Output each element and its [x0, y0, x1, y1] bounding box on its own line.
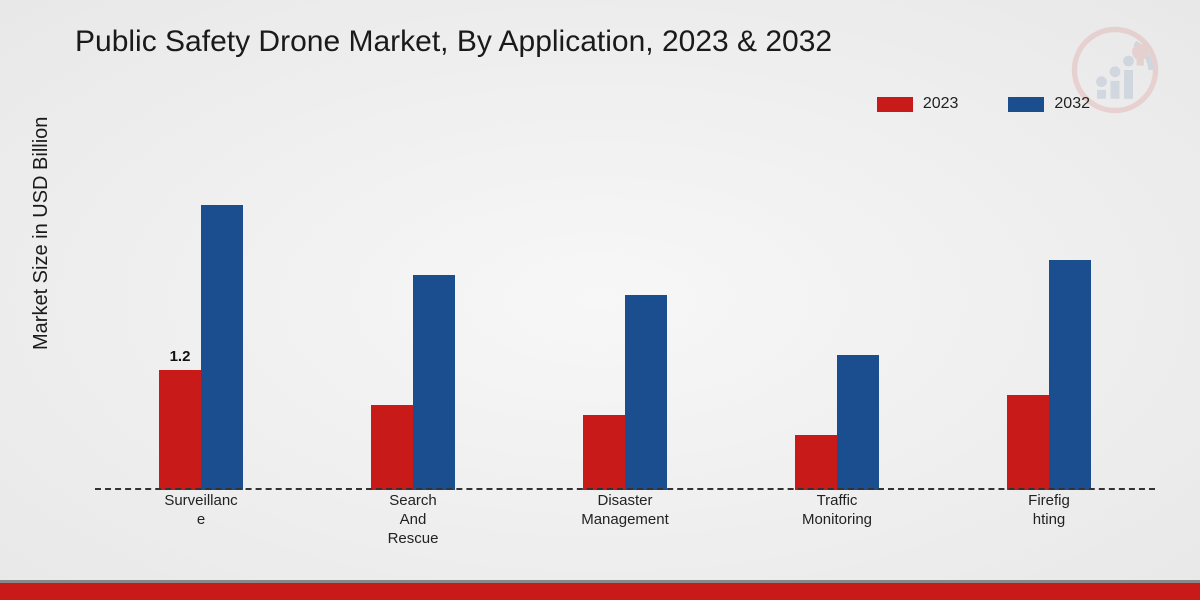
- legend: 2023 2032: [877, 95, 1090, 113]
- bar-2023-traffic: [795, 435, 837, 490]
- bar-2023-surveillance: 1.2: [159, 370, 201, 490]
- footer-bar: [0, 583, 1200, 600]
- bar-2032-surveillance: [201, 205, 243, 490]
- xlabel-search: SearchAndRescue: [343, 492, 483, 548]
- bar-groups: 1.2: [95, 150, 1155, 490]
- x-axis-labels: Surveillance SearchAndRescue DisasterMan…: [95, 492, 1155, 548]
- y-axis-label: Market Size in USD Billion: [30, 117, 53, 350]
- bar-2023-disaster: [583, 415, 625, 490]
- group-firefighting: [979, 260, 1119, 490]
- legend-label-2032: 2032: [1054, 95, 1090, 113]
- legend-item-2032: 2032: [1008, 95, 1090, 113]
- legend-swatch-2023: [877, 97, 913, 112]
- chart-page: Public Safety Drone Market, By Applicati…: [0, 0, 1200, 600]
- chart-title: Public Safety Drone Market, By Applicati…: [75, 25, 832, 59]
- group-surveillance: 1.2: [131, 205, 271, 490]
- group-traffic: [767, 355, 907, 490]
- bar-2032-disaster: [625, 295, 667, 490]
- bar-value-label: 1.2: [170, 348, 191, 365]
- group-search-rescue: [343, 275, 483, 490]
- xlabel-surveillance: Surveillance: [131, 492, 271, 548]
- bar-2032-fire: [1049, 260, 1091, 490]
- xlabel-disaster: DisasterManagement: [555, 492, 695, 548]
- legend-label-2023: 2023: [923, 95, 959, 113]
- legend-item-2023: 2023: [877, 95, 959, 113]
- x-axis-baseline: [95, 488, 1155, 490]
- bar-2032-search: [413, 275, 455, 490]
- group-disaster: [555, 295, 695, 490]
- xlabel-traffic: TrafficMonitoring: [767, 492, 907, 548]
- plot-area: 1.2: [95, 150, 1155, 490]
- bar-2023-search: [371, 405, 413, 490]
- xlabel-fire: Firefighting: [979, 492, 1119, 548]
- legend-swatch-2032: [1008, 97, 1044, 112]
- bar-2023-fire: [1007, 395, 1049, 490]
- bar-2032-traffic: [837, 355, 879, 490]
